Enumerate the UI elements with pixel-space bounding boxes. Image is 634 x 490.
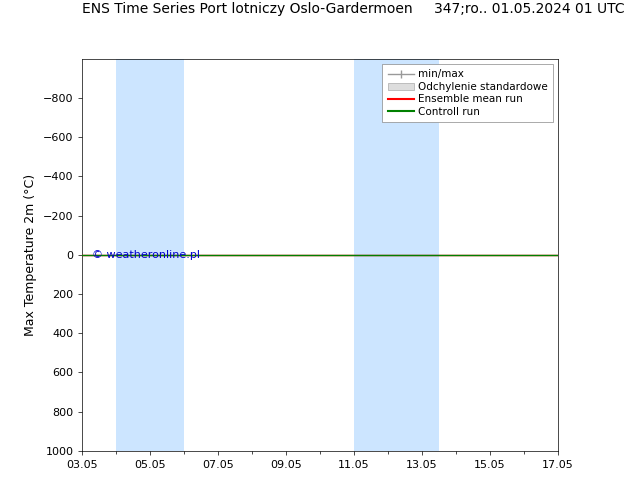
Bar [354, 59, 439, 451]
Bar [117, 59, 184, 451]
Text: 347;ro.. 01.05.2024 01 UTC: 347;ro.. 01.05.2024 01 UTC [434, 2, 624, 17]
Text: © weatheronline.pl: © weatheronline.pl [92, 250, 200, 260]
Legend: min/max, Odchylenie standardowe, Ensemble mean run, Controll run: min/max, Odchylenie standardowe, Ensembl… [382, 64, 553, 122]
Text: ENS Time Series Port lotniczy Oslo-Gardermoen: ENS Time Series Port lotniczy Oslo-Garde… [82, 2, 413, 17]
Y-axis label: Max Temperature 2m (°C): Max Temperature 2m (°C) [24, 174, 37, 336]
